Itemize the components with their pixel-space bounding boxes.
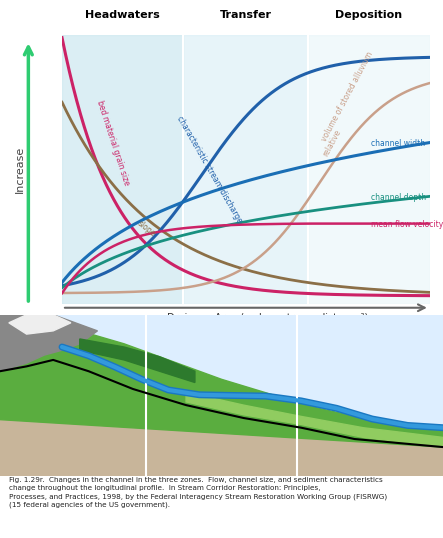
Text: slope: slope [136, 219, 157, 238]
Polygon shape [0, 323, 443, 447]
Text: characteristic stream discharge: characteristic stream discharge [175, 115, 244, 224]
Polygon shape [186, 392, 443, 447]
Text: channel depth: channel depth [371, 193, 426, 202]
Text: channel width: channel width [371, 139, 425, 148]
Polygon shape [9, 315, 71, 334]
Polygon shape [80, 339, 195, 383]
Text: relative: relative [322, 128, 343, 158]
Text: Increase: Increase [15, 146, 24, 193]
Bar [183, 35, 308, 304]
Polygon shape [0, 315, 97, 371]
Text: Drainage Area (∼ downstream distance²): Drainage Area (∼ downstream distance²) [167, 313, 369, 323]
Polygon shape [0, 363, 443, 476]
Text: bed material grain size: bed material grain size [96, 99, 132, 186]
Text: Deposition: Deposition [335, 10, 403, 20]
Text: Fig. 1.29r.  Changes in the channel in the three zones.  Flow, channel size, and: Fig. 1.29r. Changes in the channel in th… [9, 477, 387, 508]
Text: mean flow velocity: mean flow velocity [371, 220, 443, 229]
Bar [62, 35, 183, 304]
Bar [308, 35, 430, 304]
Text: Transfer: Transfer [220, 10, 272, 20]
Text: Headwaters: Headwaters [85, 10, 160, 20]
Text: volume of stored alluvium: volume of stored alluvium [319, 51, 374, 143]
